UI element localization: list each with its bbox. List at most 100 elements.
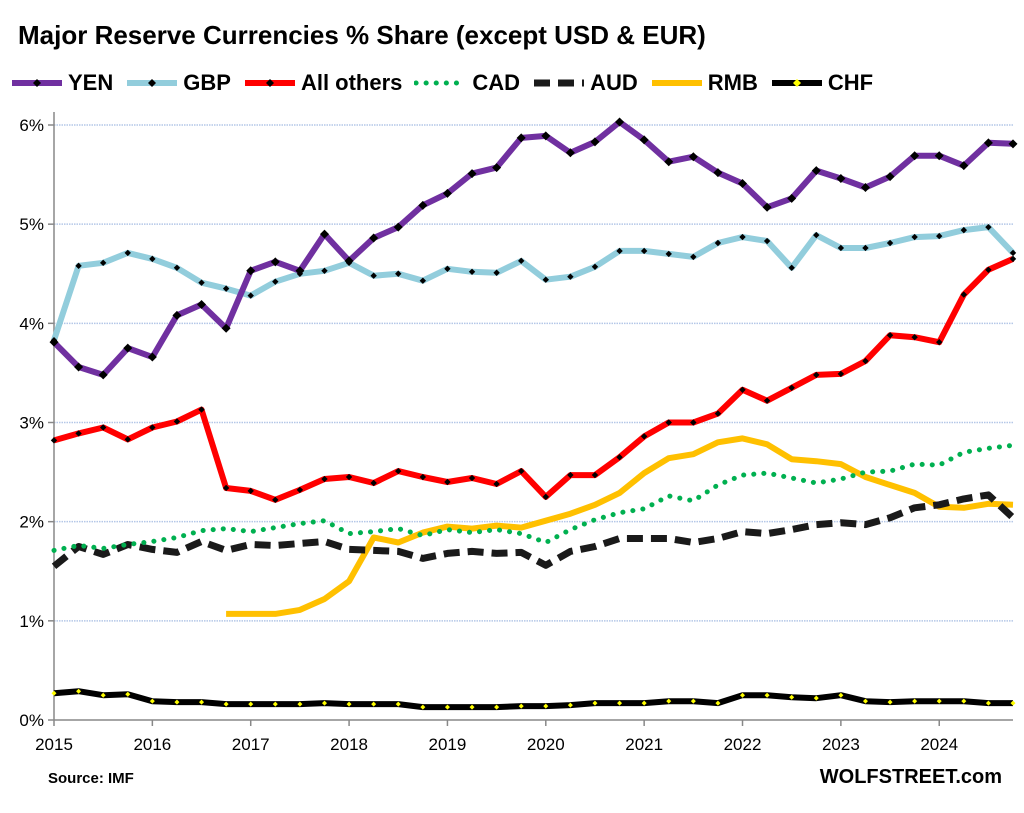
data-point	[739, 386, 746, 393]
data-point	[763, 237, 771, 245]
data-point	[199, 699, 205, 705]
data-point	[469, 704, 475, 710]
legend-label: RMB	[707, 70, 758, 95]
legend-item-yen: YEN	[10, 70, 113, 96]
data-point	[788, 384, 795, 391]
y-tick-label: 5%	[19, 215, 44, 234]
data-point	[985, 223, 992, 231]
series-line	[51, 224, 1016, 342]
legend-label: CHF	[827, 70, 874, 95]
data-point	[321, 700, 327, 706]
legend-item-gbp: GBP	[125, 70, 231, 96]
data-point	[248, 701, 254, 707]
data-point	[715, 700, 721, 706]
data-point	[494, 704, 500, 710]
x-tick-label: 2015	[35, 735, 73, 754]
x-tick-label: 2016	[133, 735, 171, 754]
legend-item-aud: AUD	[532, 70, 638, 96]
data-point	[418, 200, 428, 210]
y-tick-label: 4%	[19, 314, 44, 333]
data-point	[295, 266, 305, 276]
data-point	[860, 182, 870, 192]
series-line	[51, 442, 1016, 553]
data-point	[615, 117, 625, 127]
series-rmb	[226, 435, 1014, 617]
x-tick-label: 2023	[822, 735, 860, 754]
data-point	[395, 467, 402, 475]
legend-swatch	[12, 79, 62, 87]
data-point	[664, 157, 674, 167]
data-point	[149, 698, 155, 704]
data-point	[762, 202, 772, 212]
legend-label: AUD	[590, 70, 638, 95]
data-point	[74, 362, 84, 372]
data-point	[665, 250, 672, 258]
data-point	[345, 473, 353, 481]
legend-swatch	[414, 80, 469, 86]
data-point	[713, 168, 723, 178]
data-point	[198, 406, 205, 413]
x-tick-label: 2018	[330, 735, 368, 754]
data-point	[516, 133, 526, 143]
brand-label: WOLFSTREET.com	[819, 766, 1002, 788]
data-point	[640, 247, 648, 255]
legend-swatch	[651, 80, 702, 86]
data-point	[124, 436, 131, 443]
data-point	[886, 332, 894, 339]
data-point	[591, 263, 599, 271]
data-point	[75, 262, 82, 270]
data-point	[149, 424, 156, 431]
data-point	[837, 244, 845, 252]
data-point	[788, 264, 795, 271]
data-point	[246, 266, 256, 276]
data-point	[173, 418, 181, 425]
data-point	[247, 292, 254, 299]
data-point	[787, 193, 797, 203]
series-chf	[51, 688, 1016, 711]
series-line	[51, 491, 1016, 570]
data-point	[911, 334, 918, 341]
x-tick-label: 2019	[429, 735, 467, 754]
data-point	[641, 700, 647, 706]
data-point	[959, 161, 969, 171]
data-point	[370, 272, 377, 279]
data-point	[123, 343, 133, 353]
data-point	[543, 703, 549, 709]
data-point	[688, 152, 698, 162]
legend-swatch	[244, 79, 295, 87]
legend-label: YEN	[68, 70, 114, 95]
data-point	[369, 233, 379, 243]
data-point	[370, 479, 377, 487]
data-point	[172, 310, 182, 320]
data-point	[616, 454, 623, 461]
data-point	[419, 277, 427, 284]
data-point	[221, 323, 231, 333]
data-point	[541, 131, 551, 141]
data-point	[222, 484, 230, 492]
data-point	[789, 694, 795, 700]
data-point	[960, 226, 968, 234]
data-point	[936, 232, 943, 240]
data-point	[371, 701, 377, 707]
legend: YEN GBP All others CAD AUD RMB CHF	[10, 70, 885, 96]
data-point	[100, 692, 106, 698]
x-tick-label: 2024	[920, 735, 958, 754]
data-point	[75, 430, 82, 437]
x-tick-label: 2020	[527, 735, 565, 754]
data-point	[985, 266, 992, 273]
data-point	[468, 268, 476, 275]
data-point	[590, 137, 600, 147]
data-point	[444, 704, 450, 710]
y-tick-label: 6%	[19, 116, 44, 135]
data-point	[321, 475, 328, 483]
data-point	[811, 166, 821, 176]
data-point	[98, 370, 108, 380]
data-point	[419, 473, 427, 481]
data-point	[272, 278, 279, 285]
data-point	[1009, 249, 1017, 257]
data-point	[493, 269, 500, 276]
series-gbp	[50, 223, 1017, 344]
data-point	[862, 357, 869, 365]
data-point	[690, 419, 697, 426]
data-point	[493, 480, 500, 488]
